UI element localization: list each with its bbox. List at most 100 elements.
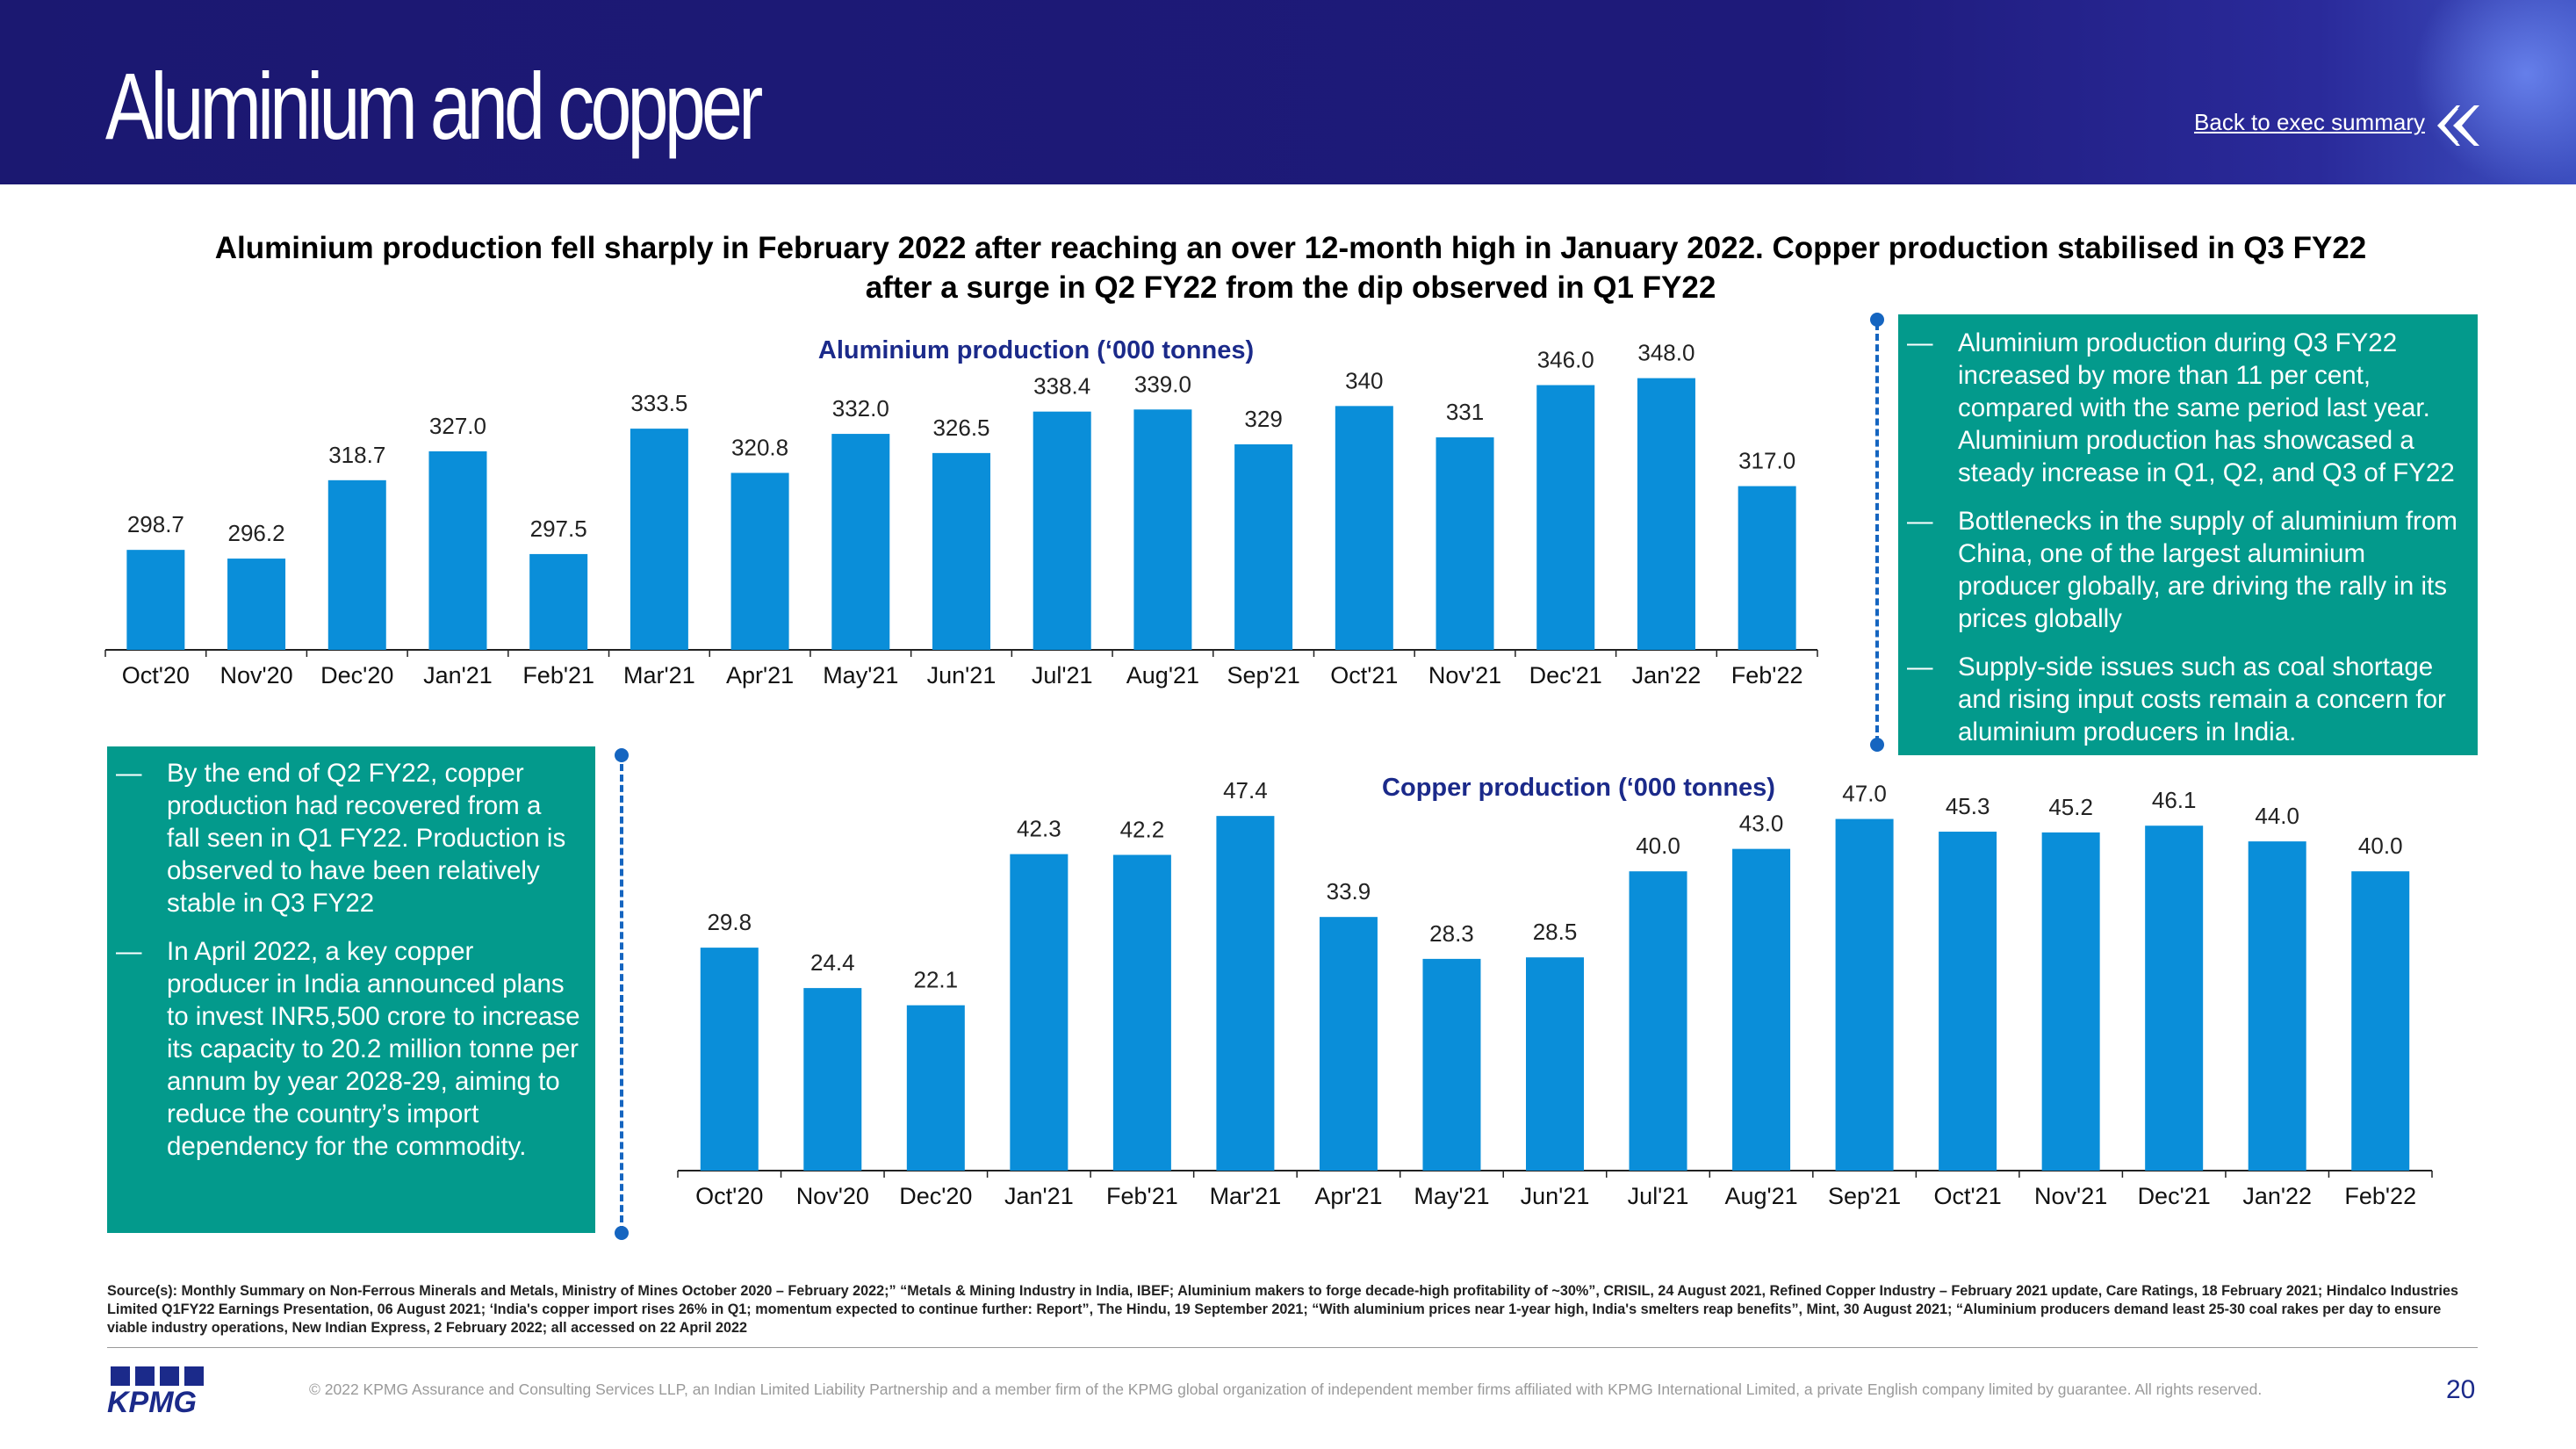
data-label: 40.0 xyxy=(2358,833,2403,859)
x-tick-label: Apr'21 xyxy=(726,662,794,688)
bar xyxy=(730,472,789,650)
x-tick-label: Oct'21 xyxy=(1330,662,1398,688)
data-label: 327.0 xyxy=(429,413,486,439)
subtitle-line-2: after a surge in Q2 FY22 from the dip ob… xyxy=(865,270,1716,305)
commentary-bullet: — Aluminium production during Q3 FY22 inc… xyxy=(1907,328,2455,487)
bar xyxy=(2041,832,2100,1171)
x-tick-label: Nov'20 xyxy=(219,662,292,688)
data-label: 332.0 xyxy=(832,395,889,422)
x-tick-label: Oct'20 xyxy=(122,662,190,688)
bar xyxy=(1033,411,1091,650)
kpmg-logo: KPMG xyxy=(107,1366,204,1414)
x-tick-label: Jan'21 xyxy=(1004,1183,1074,1209)
x-tick-label: Jul'21 xyxy=(1628,1183,1689,1209)
x-tick-label: Jan'21 xyxy=(423,662,493,688)
data-label: 339.0 xyxy=(1134,371,1191,397)
data-label: 296.2 xyxy=(228,520,285,546)
commentary-bullet: — In April 2022, a key copper producer in… xyxy=(116,937,580,1161)
aluminium-commentary-box: — Aluminium production during Q3 FY22 inc… xyxy=(1898,314,2478,755)
x-tick-label: Dec'20 xyxy=(899,1183,972,1209)
bar xyxy=(529,553,588,650)
data-label: 326.5 xyxy=(932,415,989,441)
bar xyxy=(1112,854,1171,1171)
x-tick-label: Aug'21 xyxy=(1724,1183,1797,1209)
data-label: 28.3 xyxy=(1429,920,1474,947)
bar xyxy=(906,1005,965,1171)
data-label: 297.5 xyxy=(530,515,587,542)
bar xyxy=(831,434,890,650)
bar xyxy=(1422,958,1481,1171)
bar xyxy=(1216,816,1275,1171)
bar xyxy=(1738,486,1796,650)
bar xyxy=(428,451,487,650)
bar xyxy=(1436,437,1494,650)
data-label: 317.0 xyxy=(1738,448,1795,474)
aluminium-bar-chart: Aluminium production (‘000 tonnes) 298.7 O… xyxy=(104,336,1818,688)
bar xyxy=(227,559,286,650)
data-label: 28.5 xyxy=(1533,919,1578,945)
data-label: 44.0 xyxy=(2255,803,2299,829)
data-label: 47.0 xyxy=(1842,781,1887,807)
bar xyxy=(2351,871,2410,1171)
source-citation: Source(s): Monthly Summary on Non-Ferrou… xyxy=(107,1283,2458,1336)
bar xyxy=(1939,832,1997,1171)
data-label: 40.0 xyxy=(1636,833,1680,859)
data-label: 340 xyxy=(1345,367,1383,393)
divider-left-dot-bottom xyxy=(615,1226,629,1240)
header-banner: Aluminium and copper Back to exec summar… xyxy=(0,0,2576,184)
data-label: 331 xyxy=(1446,399,1484,425)
bar xyxy=(630,429,688,650)
slide-subtitle: Aluminium production fell sharply in Feb… xyxy=(88,228,2493,307)
bar xyxy=(1835,818,1894,1171)
bar xyxy=(1133,409,1192,650)
bar xyxy=(1319,917,1378,1171)
data-label: 45.2 xyxy=(2048,794,2093,820)
data-label: 43.0 xyxy=(1739,811,1784,837)
data-label: 348.0 xyxy=(1637,340,1695,366)
header-decoration xyxy=(2409,0,2576,184)
data-label: 338.4 xyxy=(1033,373,1090,400)
divider-right-dot-top xyxy=(1870,313,1884,327)
x-tick-label: Dec'21 xyxy=(2138,1183,2211,1209)
x-tick-label: Jan'22 xyxy=(2242,1183,2312,1209)
bar xyxy=(1732,848,1791,1171)
bar xyxy=(1629,871,1687,1171)
chart-title: Copper production (‘000 tonnes) xyxy=(1382,774,1775,802)
x-tick-label: Aug'21 xyxy=(1126,662,1199,688)
back-to-exec-summary-link[interactable]: Back to exec summary xyxy=(2194,109,2425,135)
x-tick-label: Oct'20 xyxy=(695,1183,763,1209)
bar xyxy=(327,479,386,650)
bar xyxy=(1536,385,1595,650)
bar xyxy=(1335,406,1393,650)
data-label: 298.7 xyxy=(127,511,184,537)
data-label: 45.3 xyxy=(1946,793,1990,819)
bar xyxy=(803,988,862,1171)
x-tick-label: Nov'21 xyxy=(1428,662,1501,688)
bar xyxy=(2145,825,2204,1171)
x-tick-label: Nov'20 xyxy=(796,1183,869,1209)
copper-bar-chart: Copper production (‘000 tonnes) 29.8 Oct'2… xyxy=(677,774,2433,1209)
x-tick-label: Feb'21 xyxy=(522,662,594,688)
bar xyxy=(2248,841,2306,1171)
commentary-bullet: — Bottlenecks in the supply of aluminium … xyxy=(1907,507,2457,633)
x-tick-label: Mar'21 xyxy=(1210,1183,1282,1209)
data-label: 318.7 xyxy=(328,442,385,468)
chart-title: Aluminium production (‘000 tonnes) xyxy=(818,336,1254,364)
x-tick-label: Dec'21 xyxy=(1529,662,1602,688)
x-tick-label: Jun'21 xyxy=(927,662,997,688)
data-label: 24.4 xyxy=(810,949,855,976)
data-label: 42.2 xyxy=(1120,816,1165,842)
bar xyxy=(1526,957,1584,1171)
bar xyxy=(932,452,990,650)
x-tick-label: Mar'21 xyxy=(623,662,695,688)
x-tick-label: Jan'22 xyxy=(1632,662,1702,688)
data-label: 22.1 xyxy=(914,967,959,993)
data-label: 29.8 xyxy=(707,909,752,935)
x-tick-label: May'21 xyxy=(823,662,898,688)
x-tick-label: Oct'21 xyxy=(1934,1183,2002,1209)
x-tick-label: Feb'22 xyxy=(2344,1183,2416,1209)
double-chevron-left-icon[interactable] xyxy=(2434,105,2479,146)
data-label: 346.0 xyxy=(1537,347,1594,373)
bar xyxy=(1010,854,1069,1171)
data-label: 42.3 xyxy=(1017,816,1061,842)
